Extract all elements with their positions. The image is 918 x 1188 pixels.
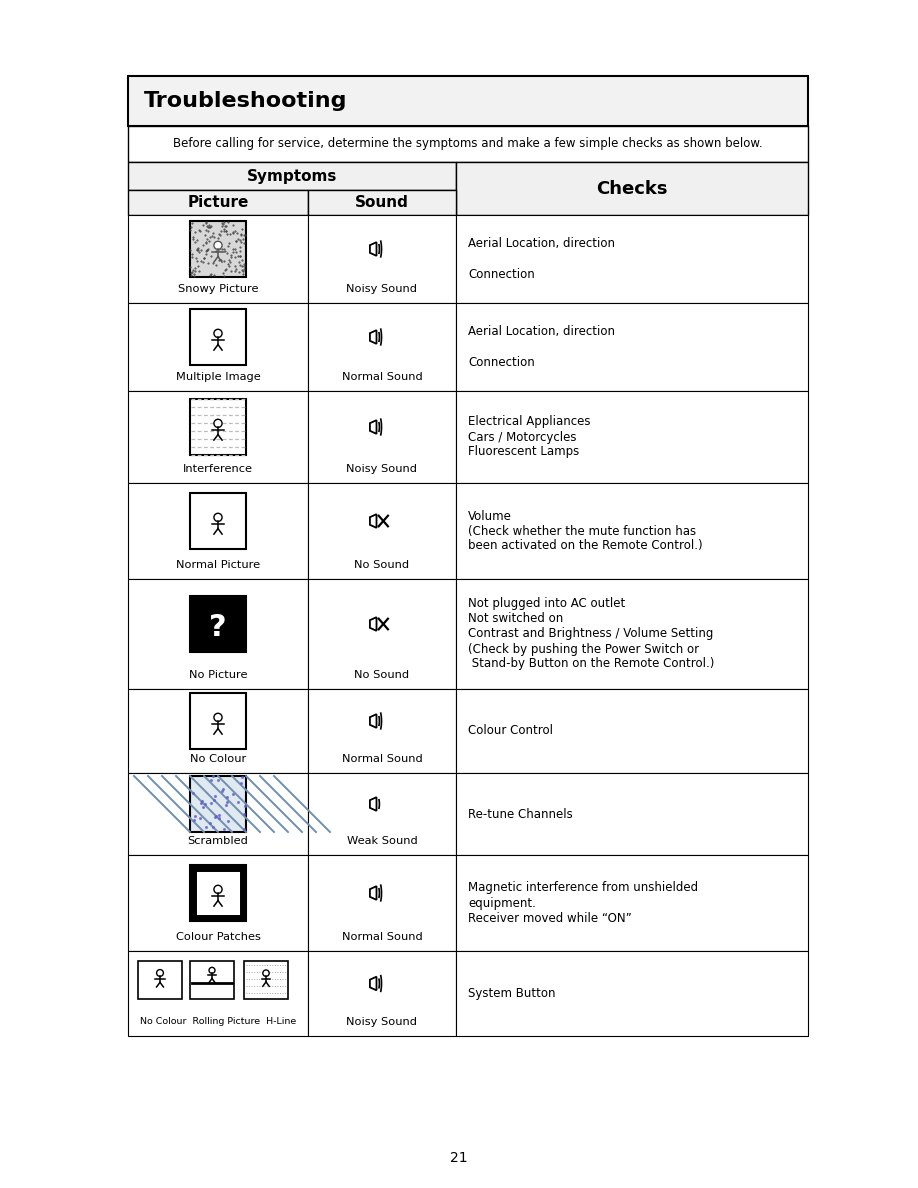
Text: Snowy Picture: Snowy Picture xyxy=(178,284,258,293)
Text: ?: ? xyxy=(209,613,227,642)
Bar xyxy=(190,776,246,832)
Text: Troubleshooting: Troubleshooting xyxy=(144,91,348,110)
Bar xyxy=(128,190,308,215)
Text: Scrambled: Scrambled xyxy=(187,836,249,846)
Text: Before calling for service, determine the symptoms and make a few simple checks : Before calling for service, determine th… xyxy=(174,138,763,151)
Bar xyxy=(190,693,246,748)
Polygon shape xyxy=(370,618,376,631)
Polygon shape xyxy=(370,514,376,527)
Circle shape xyxy=(214,241,222,249)
Bar xyxy=(308,215,456,303)
Bar xyxy=(128,215,308,303)
Bar xyxy=(308,303,456,391)
Bar xyxy=(456,303,808,391)
Bar xyxy=(456,689,808,773)
Bar xyxy=(128,162,456,190)
Text: Interference: Interference xyxy=(183,465,253,474)
Text: No Colour: No Colour xyxy=(190,754,246,764)
Bar xyxy=(308,952,456,1036)
Bar xyxy=(128,689,308,773)
Bar xyxy=(308,484,456,579)
Circle shape xyxy=(214,419,222,428)
Circle shape xyxy=(209,967,215,973)
Text: Re-tune Channels: Re-tune Channels xyxy=(468,808,573,821)
Text: Aerial Location, direction

Connection: Aerial Location, direction Connection xyxy=(468,238,615,280)
Bar xyxy=(190,961,234,999)
Bar xyxy=(190,865,246,921)
Polygon shape xyxy=(370,242,376,255)
Bar xyxy=(456,855,808,952)
Bar xyxy=(128,391,308,484)
Bar xyxy=(190,221,246,277)
Bar xyxy=(190,596,246,652)
Bar xyxy=(308,773,456,855)
Bar xyxy=(456,579,808,689)
Text: Magnetic interference from unshielded
equipment.
Receiver moved while “ON”: Magnetic interference from unshielded eq… xyxy=(468,881,698,924)
Bar xyxy=(193,868,243,918)
Bar xyxy=(456,215,808,303)
Text: Sound: Sound xyxy=(355,195,409,210)
Text: Noisy Sound: Noisy Sound xyxy=(346,1017,418,1026)
Bar xyxy=(308,391,456,484)
Bar xyxy=(308,855,456,952)
Bar xyxy=(128,484,308,579)
Polygon shape xyxy=(370,977,376,991)
Bar xyxy=(308,190,456,215)
Circle shape xyxy=(214,885,222,893)
Text: Weak Sound: Weak Sound xyxy=(347,836,418,846)
Bar xyxy=(456,773,808,855)
Text: Picture: Picture xyxy=(187,195,249,210)
Text: System Button: System Button xyxy=(468,987,555,1000)
Polygon shape xyxy=(370,714,376,728)
Bar xyxy=(128,952,308,1036)
Text: Noisy Sound: Noisy Sound xyxy=(346,465,418,474)
Text: No Sound: No Sound xyxy=(354,670,409,680)
Text: Volume
(Check whether the mute function has
been activated on the Remote Control: Volume (Check whether the mute function … xyxy=(468,510,702,552)
Bar xyxy=(128,855,308,952)
Text: Not plugged into AC outlet
Not switched on
Contrast and Brightness / Volume Sett: Not plugged into AC outlet Not switched … xyxy=(468,598,714,670)
Polygon shape xyxy=(370,886,376,899)
Bar xyxy=(190,309,246,365)
Circle shape xyxy=(214,713,222,721)
Bar xyxy=(456,391,808,484)
Bar xyxy=(456,162,808,215)
Text: Multiple Image: Multiple Image xyxy=(175,372,261,383)
Text: Noisy Sound: Noisy Sound xyxy=(346,284,418,293)
Bar xyxy=(128,303,308,391)
Polygon shape xyxy=(370,330,376,343)
Text: Normal Sound: Normal Sound xyxy=(341,933,422,942)
Bar xyxy=(308,579,456,689)
Text: Checks: Checks xyxy=(597,179,667,197)
Text: Aerial Location, direction

Connection: Aerial Location, direction Connection xyxy=(468,326,615,368)
Text: No Picture: No Picture xyxy=(189,670,247,680)
Text: Colour Control: Colour Control xyxy=(468,725,553,738)
Bar xyxy=(128,76,808,126)
Text: Electrical Appliances
Cars / Motorcycles
Fluorescent Lamps: Electrical Appliances Cars / Motorcycles… xyxy=(468,416,590,459)
Bar xyxy=(138,961,182,999)
Circle shape xyxy=(263,969,269,977)
Bar xyxy=(190,399,246,455)
Text: No Colour  Rolling Picture  H-Line: No Colour Rolling Picture H-Line xyxy=(140,1017,297,1026)
Text: Normal Picture: Normal Picture xyxy=(176,560,260,570)
Bar xyxy=(128,773,308,855)
Polygon shape xyxy=(370,797,376,811)
Text: Normal Sound: Normal Sound xyxy=(341,372,422,383)
Circle shape xyxy=(157,969,163,977)
Bar xyxy=(308,689,456,773)
Text: 21: 21 xyxy=(450,1151,468,1165)
Polygon shape xyxy=(370,421,376,434)
Text: Colour Patches: Colour Patches xyxy=(175,933,261,942)
Bar xyxy=(244,961,288,999)
Text: No Sound: No Sound xyxy=(354,560,409,570)
Bar xyxy=(128,579,308,689)
Text: Symptoms: Symptoms xyxy=(247,169,337,183)
Bar xyxy=(456,952,808,1036)
Text: Normal Sound: Normal Sound xyxy=(341,754,422,764)
Bar xyxy=(128,126,808,162)
Circle shape xyxy=(214,513,222,522)
Bar xyxy=(190,493,246,549)
Circle shape xyxy=(214,329,222,337)
Bar xyxy=(456,484,808,579)
